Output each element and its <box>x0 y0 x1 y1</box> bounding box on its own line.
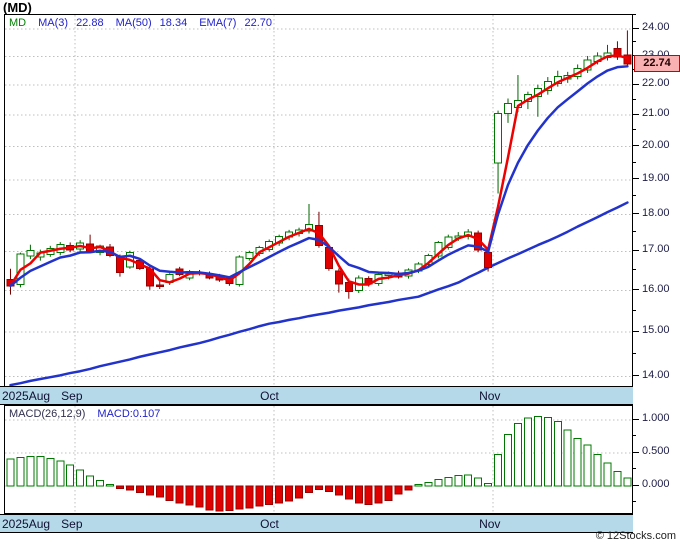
price-tick <box>632 41 636 43</box>
macd-axis-label: 1.000 <box>642 412 670 424</box>
date-label: Oct <box>260 389 279 403</box>
macd-tick <box>632 468 636 469</box>
legend-ema7-label: EMA(7) <box>199 17 237 29</box>
price-tick <box>632 352 636 354</box>
price-tick <box>632 178 639 180</box>
macd-chart-svg <box>5 406 632 513</box>
price-tick <box>632 231 636 233</box>
price-tick <box>632 213 639 215</box>
macd-legend: MACD(26,12,9) MACD:0.107 <box>9 408 172 420</box>
price-tick <box>632 98 636 100</box>
last-price-badge: 22.74 <box>634 54 680 72</box>
price-axis-label: 18.00 <box>642 206 670 219</box>
legend-ma3-value: 22.88 <box>76 17 104 29</box>
macd-panel: MACD(26,12,9) MACD:0.107 <box>4 405 633 514</box>
macd-axis: 1.000 0.500 0.000 <box>632 405 680 514</box>
macd-axis-label: 0.500 <box>642 445 670 457</box>
price-tick <box>632 14 636 16</box>
macd-tick <box>632 484 639 486</box>
legend-ema7-value: 22.70 <box>244 17 272 29</box>
page-title: (MD) <box>3 0 32 15</box>
legend-ma3-label: MA(3) <box>38 17 69 29</box>
price-tick <box>632 195 636 197</box>
watermark: © 12Stocks.com <box>595 530 676 542</box>
price-axis-label: 19.00 <box>642 171 670 184</box>
price-legend: MD MA(3) 22.88 MA(50) 18.34 EMA(7) 22.70 <box>9 17 284 29</box>
legend-symbol: MD <box>9 17 27 29</box>
price-tick <box>632 375 639 377</box>
price-tick <box>632 113 639 115</box>
date-axis-top: 2025Aug Sep Oct Nov <box>0 386 633 405</box>
macd-legend-label: MACD(26,12,9) <box>9 408 86 420</box>
date-label: Sep <box>61 389 83 403</box>
price-tick <box>632 289 639 291</box>
price-tick <box>632 27 639 29</box>
macd-tick <box>632 435 636 436</box>
date-label: 2025Aug <box>2 517 51 531</box>
date-label: Nov <box>479 389 501 403</box>
macd-legend-value: MACD:0.107 <box>97 408 161 420</box>
price-tick <box>632 161 636 163</box>
price-axis-label: 14.00 <box>642 368 670 381</box>
date-axis-bottom: 2025Aug Sep Oct Nov <box>0 514 633 533</box>
macd-tick <box>632 501 636 502</box>
price-axis-label: 24.00 <box>642 21 670 34</box>
price-tick <box>632 330 639 332</box>
price-axis-label: 21.00 <box>642 107 670 120</box>
price-axis-label: 15.00 <box>642 324 670 337</box>
macd-tick <box>632 418 639 420</box>
price-chart-svg <box>5 15 632 386</box>
date-label: 2025Aug <box>2 389 51 403</box>
price-axis-label: 17.00 <box>642 243 670 256</box>
price-axis-label: 20.00 <box>642 138 670 151</box>
price-axis-label: 16.00 <box>642 282 670 295</box>
price-tick <box>632 249 639 251</box>
price-tick <box>632 269 636 271</box>
date-label: Oct <box>260 517 279 531</box>
date-label: Sep <box>61 517 83 531</box>
price-tick <box>632 83 639 85</box>
macd-tick <box>632 451 639 453</box>
macd-axis-label: 0.000 <box>642 478 670 490</box>
legend-ma50-label: MA(50) <box>115 17 152 29</box>
price-chart-panel: MD MA(3) 22.88 MA(50) 18.34 EMA(7) 22.70 <box>4 14 633 387</box>
price-axis-label: 22.00 <box>642 77 670 90</box>
date-label: Nov <box>479 517 501 531</box>
price-tick <box>632 129 636 131</box>
legend-ma50-value: 18.34 <box>159 17 188 29</box>
price-tick <box>632 145 639 147</box>
price-tick <box>632 309 636 311</box>
